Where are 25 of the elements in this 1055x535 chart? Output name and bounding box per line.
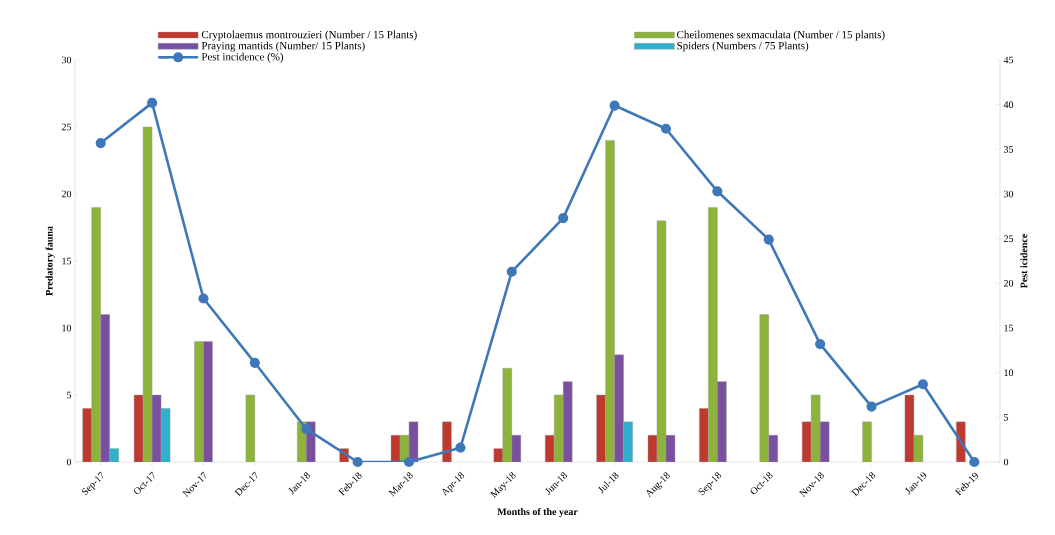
y-axis-title: Predatory fauna: [45, 226, 55, 296]
y2-tick-label: 25: [1003, 235, 1014, 243]
y2-axis-title: Pest icidence: [1020, 233, 1028, 289]
y2-tick-label: 5: [1004, 414, 1009, 421]
y-tick-label: 25: [61, 123, 72, 131]
y-tick-label: 10: [62, 324, 72, 332]
y-tick-label: 15: [62, 257, 72, 265]
y2-tick-label: 20: [1003, 279, 1014, 287]
x-axis-title: Months of the year: [497, 507, 578, 518]
y2-tick-label: 35: [1004, 145, 1014, 153]
y2-tick-label: 30: [1004, 190, 1014, 198]
y-tick-label: 20: [61, 190, 72, 198]
y-tick-label: 5: [67, 391, 72, 399]
legend-label: Cryptolaemus montrouzieri (Number / 15 Plants): [201, 30, 417, 41]
legend-label: Pest incidence (%): [201, 52, 284, 63]
legend-label: Cheilomenes sexmaculata (Number / 15 plants): [677, 30, 885, 41]
y2-tick-label: 45: [1003, 56, 1014, 64]
y2-tick-label: 10: [1004, 369, 1014, 377]
y-tick-label: 30: [62, 56, 72, 64]
y2-tick-label: 15: [1004, 324, 1014, 332]
legend-label: Praying mantids (Number/ 15 Plants): [201, 41, 365, 52]
y2-tick-label: 0: [1003, 458, 1009, 466]
y2-tick-label: 40: [1003, 101, 1014, 109]
legend-label: Spiders (Numbers / 75 Plants): [677, 41, 809, 52]
y-tick-label: 0: [66, 458, 72, 466]
